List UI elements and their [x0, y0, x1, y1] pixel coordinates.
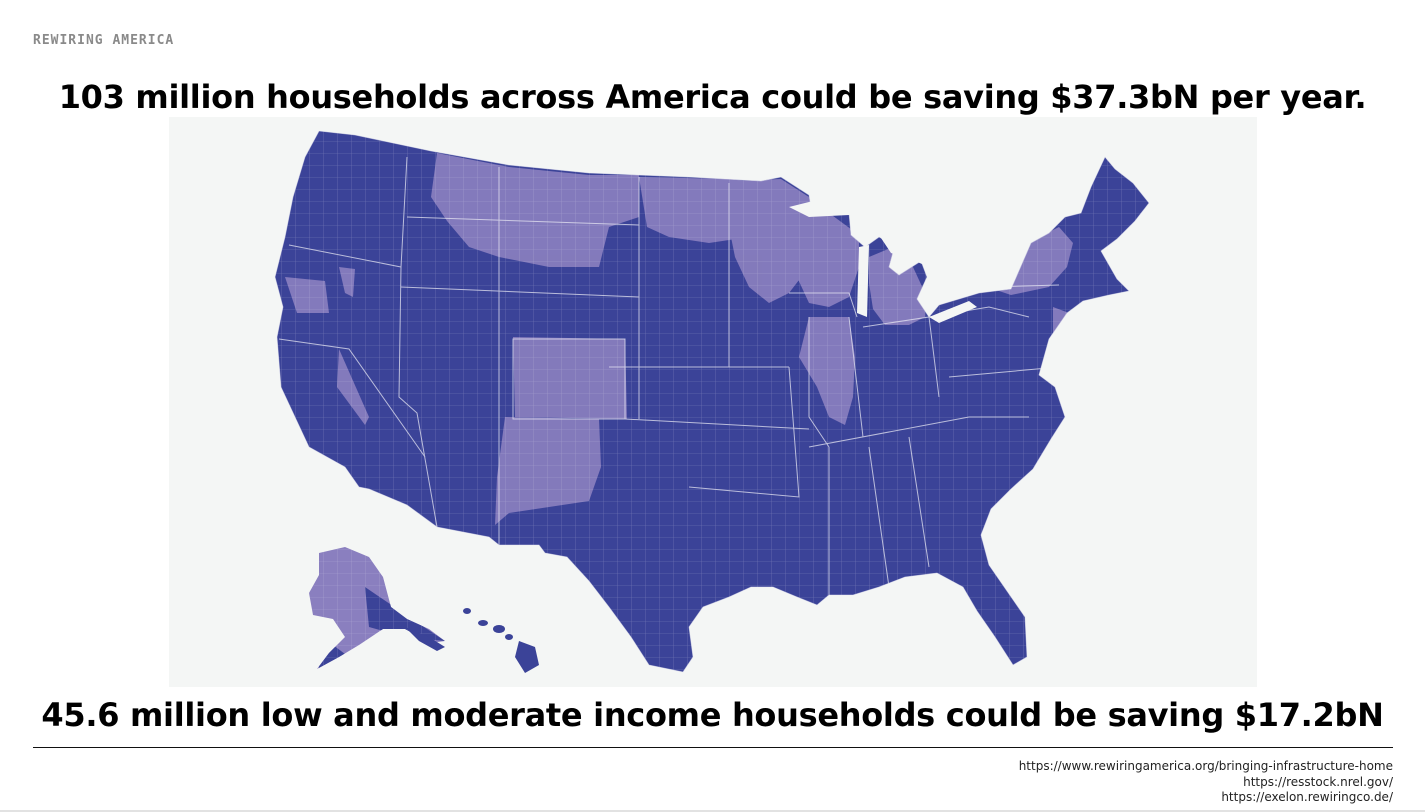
- sources-list: https://www.rewiringamerica.org/bringing…: [1019, 759, 1393, 806]
- headline-top: 103 million households across America co…: [58, 78, 1367, 116]
- source-link[interactable]: https://resstock.nrel.gov/: [1243, 774, 1393, 789]
- bottom-bar: [0, 810, 1425, 812]
- source-link[interactable]: https://exelon.rewiringco.de/: [1221, 790, 1393, 804]
- source-link[interactable]: https://www.rewiringamerica.org/bringing…: [1018, 759, 1393, 773]
- divider: [33, 747, 1393, 748]
- brand-logo: REWIRING AMERICA: [33, 33, 175, 48]
- us-county-map: [169, 117, 1257, 687]
- headline-bottom: 45.6 million low and moderate income hou…: [41, 696, 1384, 734]
